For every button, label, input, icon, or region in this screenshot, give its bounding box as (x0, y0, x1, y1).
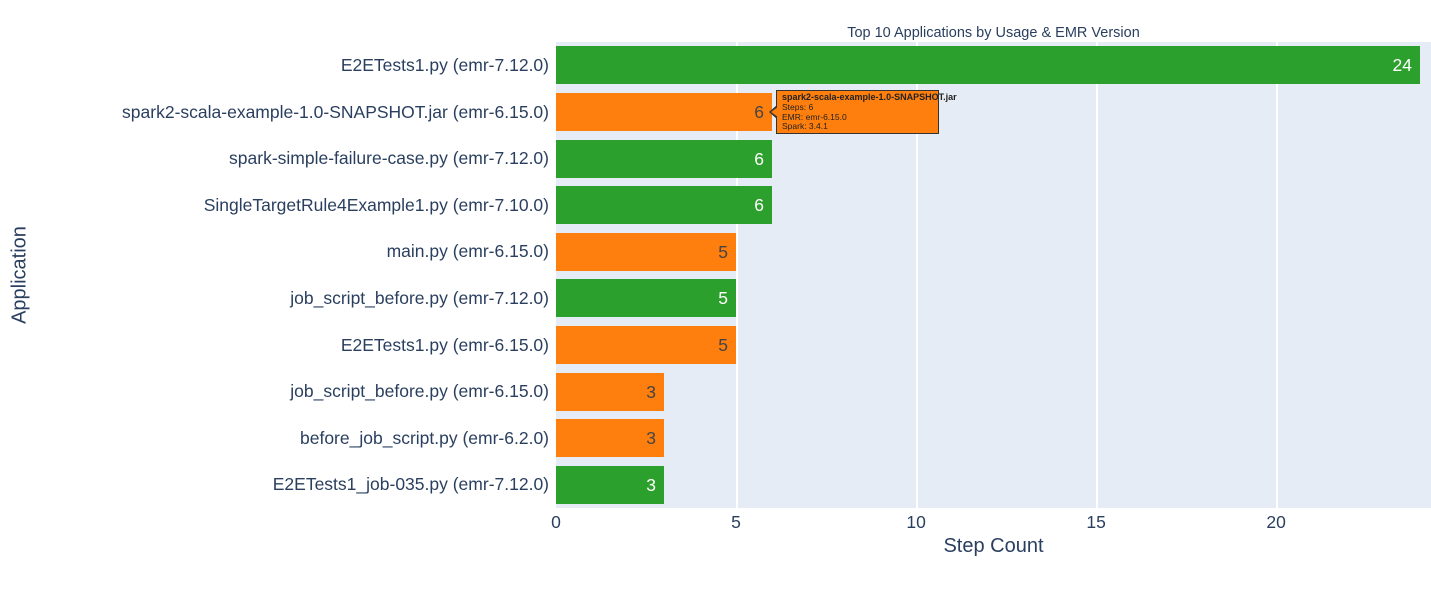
bar[interactable]: 6 (556, 186, 772, 224)
bar[interactable]: 5 (556, 326, 736, 364)
plot-area: 24 6 6 6 5 5 5 3 3 3 (556, 42, 1431, 508)
bar-value-label: 3 (646, 381, 656, 402)
x-tick-label: 5 (731, 512, 741, 532)
y-tick-label: job_script_before.py (emr-7.12.0) (290, 288, 549, 308)
y-tick-label: before_job_script.py (emr-6.2.0) (300, 427, 549, 448)
bar-value-label: 3 (646, 474, 656, 495)
bar[interactable]: 3 (556, 466, 664, 504)
bar[interactable]: 5 (556, 279, 736, 317)
bar-value-label: 5 (718, 334, 728, 355)
tooltip-line: Steps: 6 (782, 101, 814, 112)
x-tick-label: 0 (551, 512, 561, 532)
y-axis-tick-labels: E2ETests1.py (emr-7.12.0) spark2-scala-ex… (0, 42, 549, 508)
gridline (916, 42, 918, 508)
bar-value-label: 24 (1392, 54, 1412, 75)
bar-value-label: 6 (754, 101, 764, 122)
x-tick-label: 15 (1086, 512, 1106, 532)
gridline (1096, 42, 1098, 508)
x-axis-title: Step Count (943, 535, 1044, 557)
bar-value-label: 3 (646, 427, 656, 448)
bar[interactable]: 6 (556, 140, 772, 178)
gridline (1276, 42, 1278, 508)
bar[interactable]: 3 (556, 419, 664, 457)
y-tick-label: E2ETests1.py (emr-7.12.0) (340, 55, 549, 75)
y-tick-label: job_script_before.py (emr-6.15.0) (290, 381, 549, 402)
bar-value-label: 5 (718, 241, 728, 262)
bar[interactable]: 5 (556, 233, 736, 271)
y-tick-label: spark-simple-failure-case.py (emr-7.12.0… (229, 148, 549, 169)
bar[interactable]: 3 (556, 373, 664, 411)
tooltip-line: Spark: 3.4.1 (782, 121, 828, 132)
hover-tooltip: spark2-scala-example-1.0-SNAPSHOT.jar St… (769, 90, 957, 134)
x-tick-label: 10 (906, 512, 926, 532)
bar[interactable]: 6 (556, 93, 772, 131)
bar-value-label: 6 (754, 148, 764, 169)
y-tick-label: spark2-scala-example-1.0-SNAPSHOT.jar (e… (122, 101, 549, 122)
tooltip-line: EMR: emr-6.15.0 (782, 111, 847, 122)
bar-value-label: 6 (754, 194, 764, 215)
y-tick-label: main.py (emr-6.15.0) (386, 241, 549, 262)
tooltip-caret-icon (771, 106, 778, 117)
y-tick-label: SingleTargetRule4Example1.py (emr-7.10.0… (203, 194, 549, 215)
chart-title: Top 10 Applications by Usage & EMR Versi… (847, 25, 1140, 41)
y-tick-label: E2ETests1.py (emr-6.15.0) (340, 334, 549, 355)
gridline (736, 42, 738, 508)
bar-value-label: 5 (718, 287, 728, 308)
tooltip-title: spark2-scala-example-1.0-SNAPSHOT.jar (782, 92, 957, 102)
bar[interactable]: 24 (556, 46, 1420, 84)
x-axis-tick-labels: 0 5 10 15 20 (551, 512, 1431, 534)
x-tick-label: 20 (1266, 512, 1286, 532)
y-tick-label: E2ETests1_job-035.py (emr-7.12.0) (272, 474, 549, 495)
